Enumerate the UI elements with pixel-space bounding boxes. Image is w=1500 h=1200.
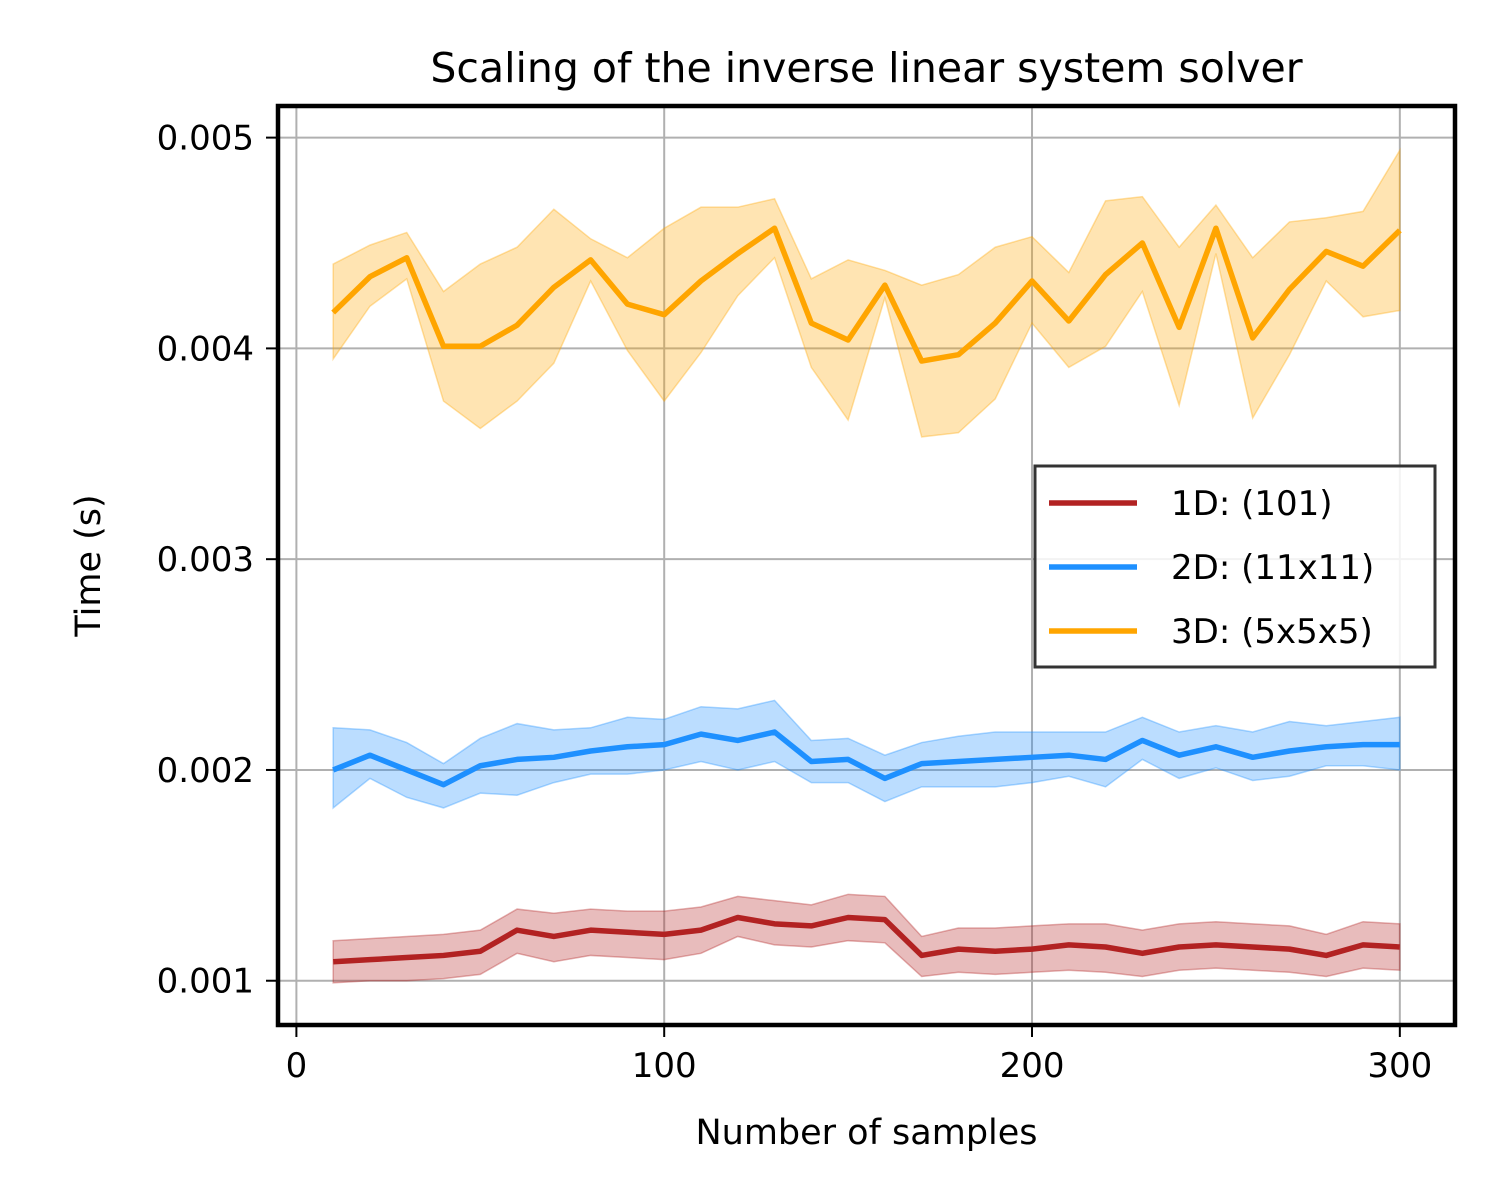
series-line-3 xyxy=(331,225,1402,364)
x-tick-label: 100 xyxy=(632,1046,697,1086)
y-tick-label: 0.003 xyxy=(157,540,254,580)
y-tick-label: 0.004 xyxy=(157,329,254,369)
legend-label-3: 3D: (5x5x5) xyxy=(1171,612,1373,652)
y-tick-label: 0.002 xyxy=(157,751,254,791)
series-band-2 xyxy=(332,699,1401,810)
x-axis-title: Number of samples xyxy=(695,1113,1037,1153)
confidence-bands xyxy=(332,147,1401,984)
series-band-1 xyxy=(332,893,1401,984)
y-tick-label: 0.001 xyxy=(157,962,254,1002)
legend-label-2: 2D: (11x11) xyxy=(1171,548,1374,588)
y-axis-title: Time (s) xyxy=(69,494,109,637)
series-band-3 xyxy=(332,147,1401,438)
legend: 1D: (101) 2D: (11x11) 3D: (5x5x5) xyxy=(1033,464,1437,669)
plot-frame xyxy=(275,103,1458,1028)
legend-label-1: 1D: (101) xyxy=(1171,484,1333,524)
y-tick-label: 0.005 xyxy=(157,119,254,159)
x-tick-label: 300 xyxy=(1367,1046,1432,1086)
series-line-2 xyxy=(332,729,1400,788)
x-tick-label: 200 xyxy=(1000,1046,1065,1086)
chart-title: Scaling of the inverse linear system sol… xyxy=(430,44,1302,92)
x-tick-label: 0 xyxy=(286,1046,308,1086)
series-lines xyxy=(331,225,1402,965)
series-line-1 xyxy=(333,914,1400,965)
axis-ticks: 0 100 200 300 0.001 0.002 0.003 0.004 0.005 xyxy=(157,119,1433,1086)
